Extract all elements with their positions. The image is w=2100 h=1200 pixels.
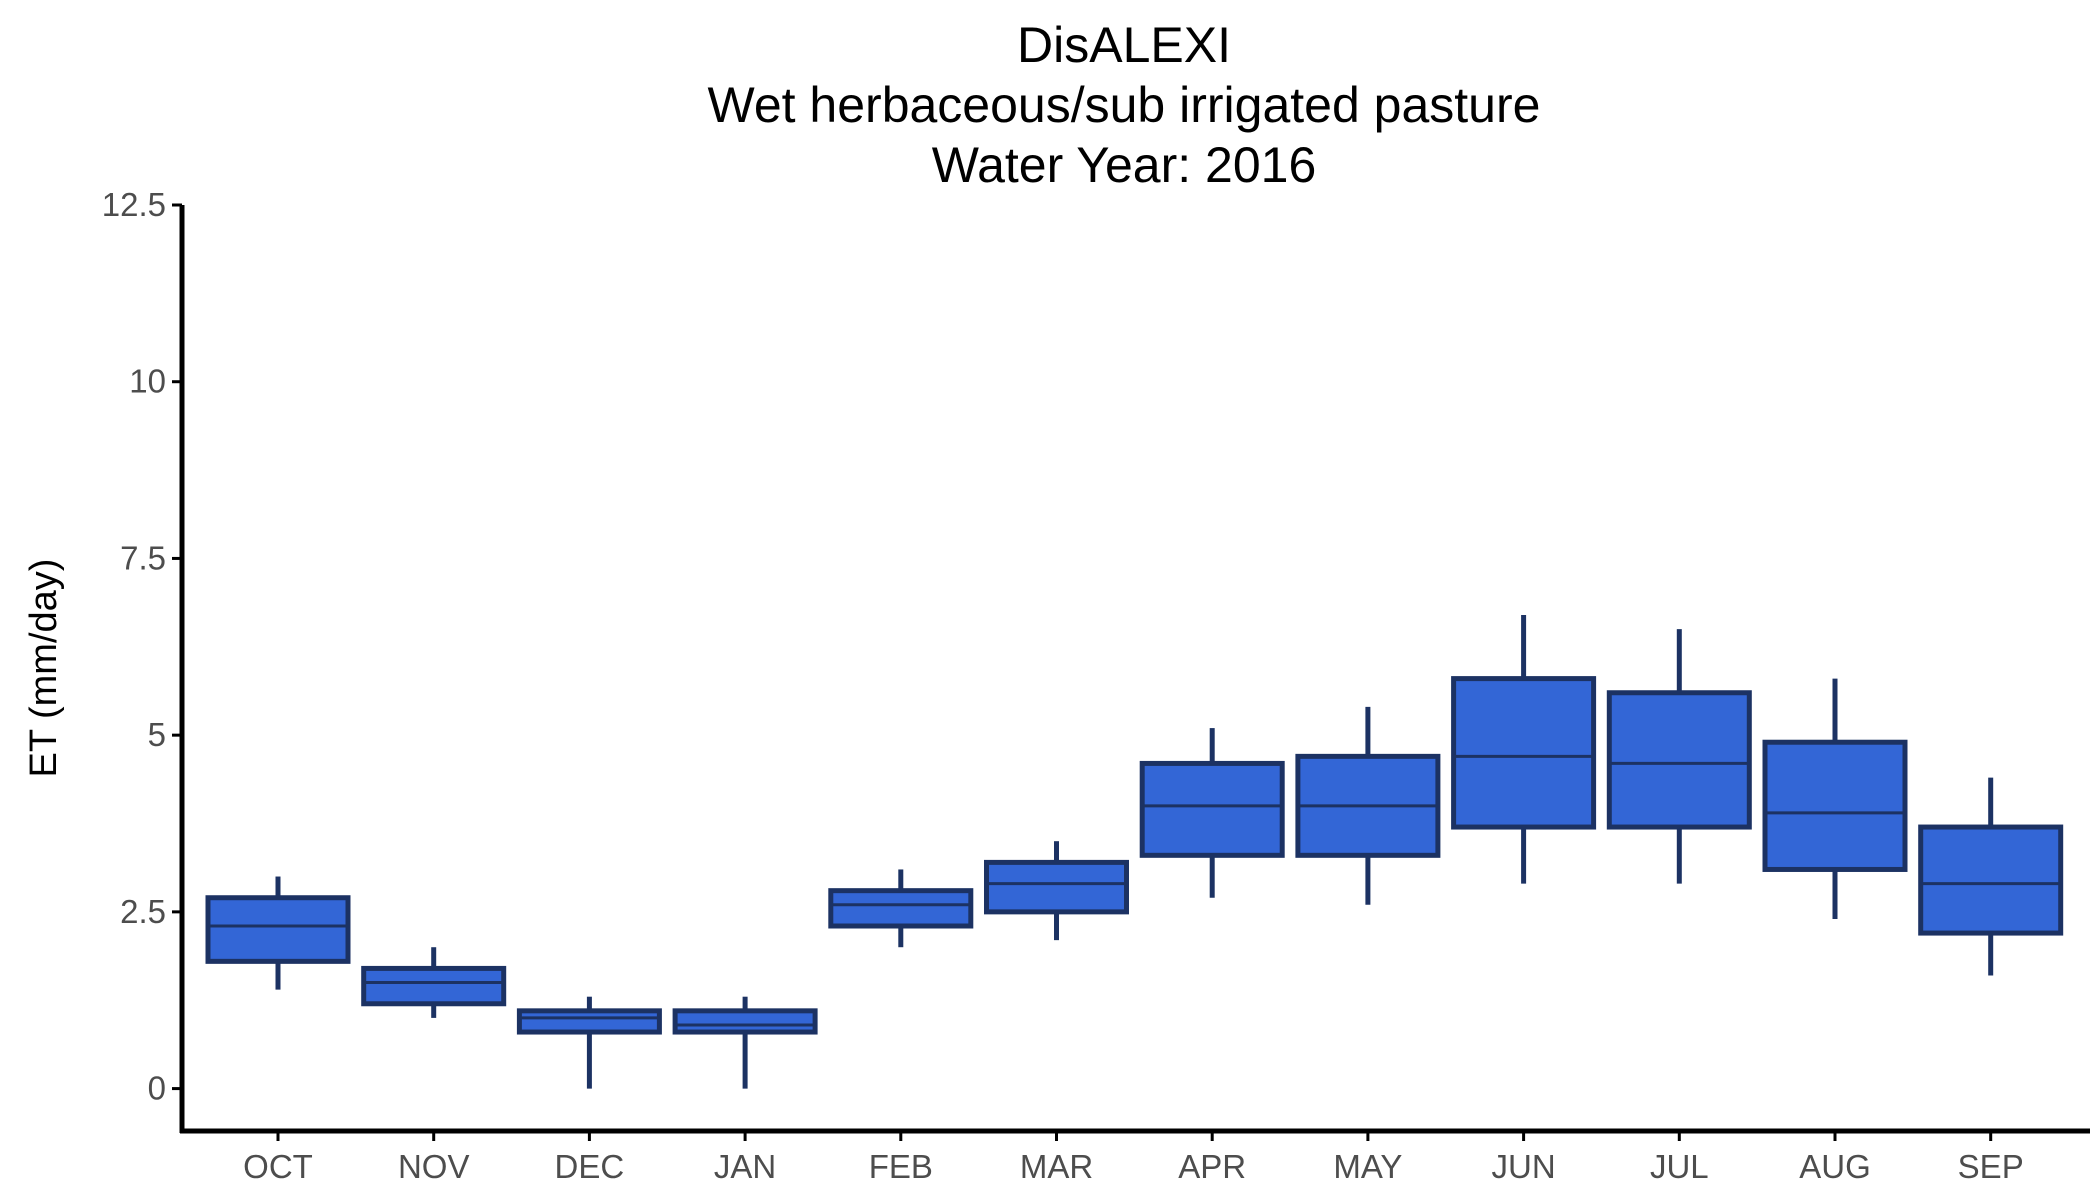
box-sep bbox=[1918, 824, 2064, 936]
x-tick-label: OCT bbox=[243, 1148, 313, 1185]
x-tick-label: DEC bbox=[555, 1148, 625, 1185]
box-jan bbox=[672, 1008, 818, 1035]
box-oct bbox=[205, 895, 351, 964]
y-axis-title: ET (mm/day) bbox=[23, 559, 65, 778]
box-mar bbox=[984, 859, 1129, 915]
x-tick-label: JUN bbox=[1492, 1148, 1556, 1185]
x-tick-label: FEB bbox=[869, 1148, 933, 1185]
title-line-3: Water Year: 2016 bbox=[932, 137, 1317, 193]
x-tick-label: APR bbox=[1178, 1148, 1246, 1185]
y-tick-label: 10 bbox=[129, 363, 166, 400]
x-tick-label: JUL bbox=[1650, 1148, 1709, 1185]
y-tick-label: 7.5 bbox=[120, 539, 166, 576]
x-tick-label: SEP bbox=[1958, 1148, 2024, 1185]
box-apr bbox=[1139, 760, 1285, 858]
box-nov bbox=[361, 965, 507, 1007]
box-dec bbox=[516, 1008, 662, 1035]
title-line-1: DisALEXI bbox=[1017, 17, 1231, 73]
y-tick-label: 12.5 bbox=[102, 186, 166, 223]
title-line-2: Wet herbaceous/sub irrigated pasture bbox=[708, 77, 1541, 133]
x-tick-label: MAR bbox=[1020, 1148, 1093, 1185]
x-tick-label: MAY bbox=[1333, 1148, 1402, 1185]
box-aug bbox=[1762, 739, 1908, 872]
y-tick-label: 5 bbox=[148, 716, 166, 753]
box-jun bbox=[1451, 676, 1597, 830]
box-feb bbox=[828, 888, 974, 929]
chart-title: DisALEXI Wet herbaceous/sub irrigated pa… bbox=[708, 17, 1541, 193]
plot-area: 0 2.5 5 7.5 10 12.5 OCT NOV DEC JAN FEB MAR APR MAY JU… bbox=[102, 186, 2090, 1185]
x-tick-label: JAN bbox=[714, 1148, 776, 1185]
y-tick-label: 0 bbox=[148, 1070, 166, 1107]
y-tick-label: 2.5 bbox=[120, 893, 166, 930]
x-tick-label: AUG bbox=[1799, 1148, 1871, 1185]
x-tick-label: NOV bbox=[398, 1148, 470, 1185]
box-jul bbox=[1606, 690, 1752, 830]
